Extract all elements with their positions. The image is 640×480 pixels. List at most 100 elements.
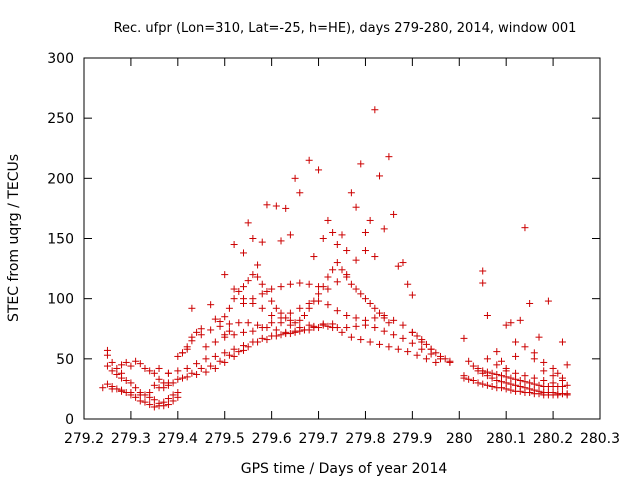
- data-point: [483, 381, 491, 389]
- data-point: [526, 379, 534, 387]
- data-point: [408, 291, 416, 299]
- data-point: [460, 374, 468, 382]
- data-point: [343, 271, 351, 279]
- data-point: [277, 237, 285, 245]
- data-point: [127, 389, 135, 397]
- data-point: [347, 280, 355, 288]
- data-point: [465, 375, 473, 383]
- data-point: [554, 369, 562, 377]
- data-point: [183, 373, 191, 381]
- data-point: [263, 336, 271, 344]
- data-point: [160, 384, 168, 392]
- data-point: [502, 379, 510, 387]
- data-point: [446, 357, 454, 365]
- data-point: [174, 375, 182, 383]
- data-point: [272, 326, 280, 334]
- data-point: [333, 241, 341, 249]
- data-point: [310, 253, 318, 261]
- data-point: [263, 201, 271, 209]
- data-point: [216, 318, 224, 326]
- plot-frame: [83, 57, 601, 420]
- data-point: [432, 358, 440, 366]
- x-tick-label: 280.1: [486, 431, 526, 447]
- data-point: [497, 357, 505, 365]
- data-point: [300, 312, 308, 320]
- data-point: [507, 380, 515, 388]
- data-point: [385, 153, 393, 161]
- data-point: [563, 381, 571, 389]
- data-point: [563, 361, 571, 369]
- x-tick-label: 279.6: [252, 431, 292, 447]
- data-point: [333, 307, 341, 315]
- data-point: [493, 361, 501, 369]
- data-point: [338, 231, 346, 239]
- data-point: [390, 316, 398, 324]
- data-point: [493, 376, 501, 384]
- data-point: [371, 314, 379, 322]
- data-point: [352, 256, 360, 264]
- data-point: [469, 376, 477, 384]
- data-point: [558, 376, 566, 384]
- data-point: [188, 333, 196, 341]
- data-point: [408, 328, 416, 336]
- data-point: [211, 364, 219, 372]
- data-point: [483, 312, 491, 320]
- data-point: [460, 334, 468, 342]
- data-point: [530, 386, 538, 394]
- data-point: [235, 319, 243, 327]
- data-point: [211, 315, 219, 323]
- data-point: [155, 364, 163, 372]
- data-point: [558, 390, 566, 398]
- data-point: [324, 285, 332, 293]
- data-point: [385, 343, 393, 351]
- data-point: [427, 345, 435, 353]
- data-point: [422, 355, 430, 363]
- data-point: [225, 304, 233, 312]
- x-tick-label: 279.4: [158, 431, 198, 447]
- data-point: [488, 374, 496, 382]
- data-point: [558, 383, 566, 391]
- data-point: [479, 380, 487, 388]
- data-point: [338, 266, 346, 274]
- data-point: [549, 364, 557, 372]
- data-point: [179, 374, 187, 382]
- data-point: [164, 369, 172, 377]
- data-point: [399, 321, 407, 329]
- data-point: [394, 345, 402, 353]
- data-point: [235, 348, 243, 356]
- data-point: [530, 374, 538, 382]
- data-point: [169, 397, 177, 405]
- data-point: [216, 357, 224, 365]
- data-point: [230, 345, 238, 353]
- data-point: [99, 384, 107, 392]
- data-point: [422, 340, 430, 348]
- data-point: [521, 343, 529, 351]
- data-point: [437, 352, 445, 360]
- data-point: [230, 331, 238, 339]
- data-point: [211, 352, 219, 360]
- data-point: [103, 351, 111, 359]
- data-point: [113, 370, 121, 378]
- data-point: [530, 349, 538, 357]
- data-point: [371, 304, 379, 312]
- data-point: [535, 333, 543, 341]
- x-tick-label: 279.9: [392, 431, 432, 447]
- data-point: [563, 391, 571, 399]
- data-point: [380, 327, 388, 335]
- data-point: [146, 401, 154, 409]
- data-point: [239, 328, 247, 336]
- data-point: [512, 369, 520, 377]
- data-point: [268, 319, 276, 327]
- data-point: [352, 322, 360, 330]
- data-point: [132, 357, 140, 365]
- y-axis-label: STEC from uqrg / TECUs: [6, 154, 22, 322]
- data-point: [268, 332, 276, 340]
- data-point: [122, 376, 130, 384]
- data-point: [225, 320, 233, 328]
- data-point: [361, 247, 369, 255]
- data-point: [483, 355, 491, 363]
- data-point: [404, 280, 412, 288]
- data-point: [230, 295, 238, 303]
- data-point: [507, 319, 515, 327]
- data-point: [207, 326, 215, 334]
